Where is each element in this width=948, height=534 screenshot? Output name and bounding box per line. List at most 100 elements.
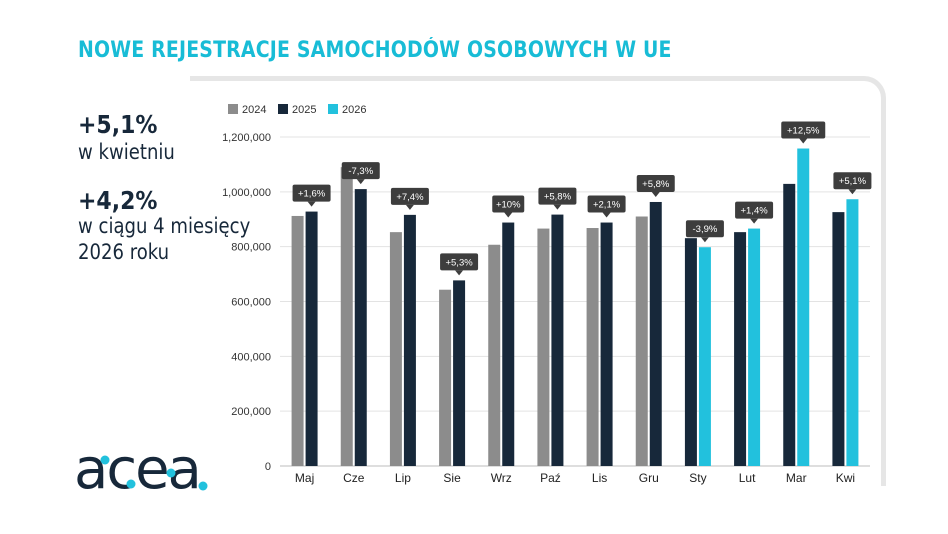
change-badge-box xyxy=(390,187,429,205)
x-tick-label: Lis xyxy=(592,471,607,485)
y-tick-label: 1,000,000 xyxy=(222,187,271,199)
bar-Mar-2026 xyxy=(797,148,810,466)
bar-Lis-2024 xyxy=(586,228,599,466)
change-badge-pointer xyxy=(750,218,759,224)
legend-label-2025: 2025 xyxy=(292,104,316,116)
bar-Kwi-2026 xyxy=(846,199,859,466)
legend-label-2024: 2024 xyxy=(242,104,266,116)
legend-label-2026: 2026 xyxy=(342,104,366,116)
change-badge-box xyxy=(636,174,675,192)
change-badge-text: -7,3% xyxy=(348,166,373,177)
bar-Wrz-2025 xyxy=(502,222,515,466)
bar-Sie-2025 xyxy=(453,280,466,466)
change-badge-text: +5,1% xyxy=(839,176,867,187)
change-badge-box xyxy=(587,195,626,213)
change-badge-text: +2,1% xyxy=(593,200,621,211)
bar-Lut-2025 xyxy=(734,232,747,466)
change-badge-box xyxy=(685,220,724,238)
legend-swatch-2025 xyxy=(278,104,288,114)
change-badge-box xyxy=(781,121,826,139)
stat-ytd-label-line1: w ciągu 4 miesięcy xyxy=(78,214,251,238)
change-badge-pointer xyxy=(307,201,316,207)
change-badge: +5,3% xyxy=(440,253,479,276)
y-tick-label: 0 xyxy=(265,461,271,473)
change-badge: +7,4% xyxy=(390,187,429,210)
bar-Maj-2024 xyxy=(291,215,304,466)
change-badge-pointer xyxy=(455,270,464,276)
bar-Sty-2026 xyxy=(698,247,711,466)
change-badge-text: -3,9% xyxy=(693,224,718,235)
change-badge-pointer xyxy=(848,189,857,195)
y-tick-label: 800,000 xyxy=(231,242,271,254)
change-badge-text: +10% xyxy=(496,200,521,211)
change-badge-box xyxy=(492,195,525,213)
x-tick-label: Sie xyxy=(443,471,461,485)
y-tick-label: 600,000 xyxy=(231,297,271,309)
bar-Lis-2025 xyxy=(600,222,613,466)
stat-ytd-label-line2: 2026 roku xyxy=(78,240,170,264)
bar-Lip-2024 xyxy=(389,232,402,466)
x-tick-label: Lut xyxy=(739,471,756,485)
change-badge: +1,4% xyxy=(735,201,774,224)
change-badge-box xyxy=(735,201,774,219)
y-tick-label: 1,200,000 xyxy=(222,132,271,144)
bar-Wrz-2024 xyxy=(488,244,501,466)
change-badge-pointer xyxy=(405,204,414,210)
x-tick-label: Cze xyxy=(343,471,365,485)
stat-april-label: w kwietniu xyxy=(78,140,175,164)
change-badge-pointer xyxy=(504,212,513,218)
change-badge-box xyxy=(538,187,577,205)
change-badge: +2,1% xyxy=(587,195,626,218)
change-badge-box xyxy=(341,162,380,180)
bar-Paź-2025 xyxy=(551,214,564,466)
change-badge-pointer xyxy=(700,237,709,243)
change-badge: +5,1% xyxy=(833,172,872,195)
bar-Lut-2026 xyxy=(748,228,761,466)
change-badge: +10% xyxy=(492,195,525,218)
change-badge-pointer xyxy=(553,204,562,210)
bar-Sie-2024 xyxy=(439,289,452,466)
legend-swatch-2024 xyxy=(228,104,238,114)
change-badge-pointer xyxy=(799,138,808,144)
bar-Maj-2025 xyxy=(305,211,318,466)
change-badge-box xyxy=(440,253,479,271)
change-badge-pointer xyxy=(602,212,611,218)
bar-Lip-2025 xyxy=(403,214,416,466)
bar-Sty-2025 xyxy=(684,238,697,466)
chart-frame xyxy=(190,76,886,486)
change-badge-text: +5,8% xyxy=(642,179,670,190)
stat-ytd-value: +4,2% xyxy=(78,186,158,215)
x-tick-label: Paź xyxy=(540,471,561,485)
change-badge-text: +1,6% xyxy=(298,189,326,200)
change-badge: +5,8% xyxy=(538,187,577,210)
bar-Cze-2025 xyxy=(354,189,367,466)
svg-text:acea: acea xyxy=(74,440,200,496)
x-tick-label: Wrz xyxy=(491,471,512,485)
change-badge-text: +5,8% xyxy=(544,192,572,203)
change-badge: +12,5% xyxy=(781,121,826,144)
change-badge: +5,8% xyxy=(636,174,675,197)
bar-Paź-2024 xyxy=(537,228,550,466)
change-badge-pointer xyxy=(651,191,660,197)
change-badge-box xyxy=(833,172,872,190)
bar-Gru-2024 xyxy=(635,216,648,466)
bar-Mar-2025 xyxy=(783,183,796,466)
bar-Cze-2024 xyxy=(340,167,353,467)
stat-april-value: +5,1% xyxy=(78,110,158,139)
acea-logo: acea xyxy=(74,440,208,496)
x-tick-label: Sty xyxy=(689,471,706,485)
change-badge-pointer xyxy=(356,179,365,185)
change-badge: -7,3% xyxy=(341,162,380,185)
legend-swatch-2026 xyxy=(328,104,338,114)
bar-Kwi-2025 xyxy=(832,212,845,466)
change-badge-box xyxy=(292,184,331,202)
change-badge-text: +5,3% xyxy=(445,257,473,268)
x-tick-label: Maj xyxy=(295,471,314,485)
change-badge: +1,6% xyxy=(292,184,331,207)
change-badge-text: +1,4% xyxy=(740,206,768,217)
chart-title: NOWE REJESTRACJE SAMOCHODÓW OSOBOWYCH W … xyxy=(78,38,672,63)
x-tick-label: Lip xyxy=(395,471,411,485)
y-tick-label: 400,000 xyxy=(231,351,271,363)
change-badge-text: +12,5% xyxy=(787,126,820,137)
change-badge: -3,9% xyxy=(685,220,724,243)
